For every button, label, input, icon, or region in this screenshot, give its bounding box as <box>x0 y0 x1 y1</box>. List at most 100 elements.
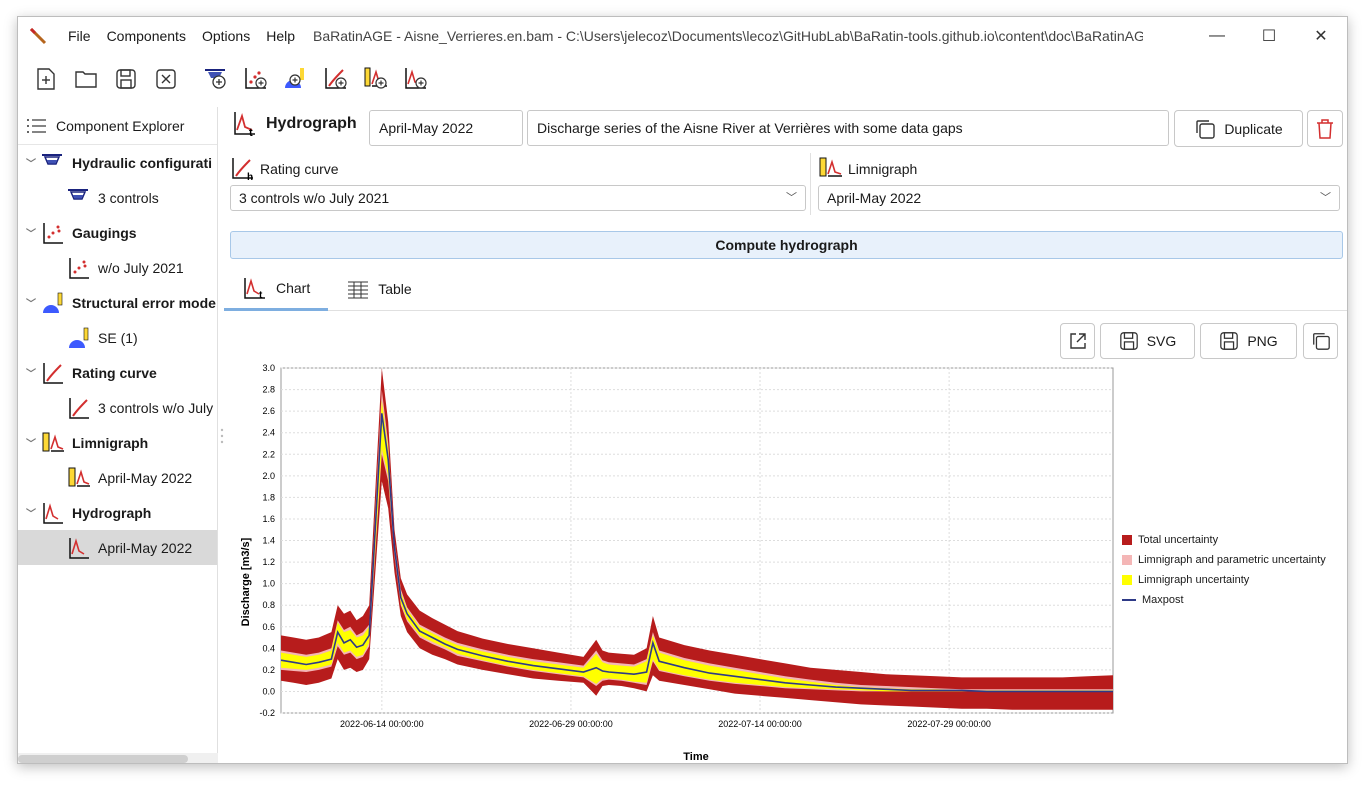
save-icon <box>1220 332 1239 350</box>
save-svg-button[interactable]: SVG <box>1100 323 1195 359</box>
menu-help[interactable]: Help <box>266 28 295 44</box>
tree-item[interactable]: ﹀ Structural error mode <box>18 285 217 320</box>
y-tick-label: 0.6 <box>262 622 275 632</box>
close-icon[interactable]: ✕ <box>1314 28 1328 45</box>
minimize-icon[interactable]: — <box>1209 27 1225 44</box>
tree-item[interactable]: April-May 2022 <box>18 530 217 565</box>
legend-swatch <box>1122 535 1132 545</box>
y-tick-label: 2.6 <box>262 406 275 416</box>
legend-item: Limnigraph uncertainty <box>1122 570 1326 590</box>
hydrograph-description-input[interactable]: Discharge series of the Aisne River at V… <box>527 110 1169 146</box>
chevron-down-icon[interactable]: ﹀ <box>26 509 36 520</box>
y-tick-label: 0.4 <box>262 643 275 653</box>
legend-swatch <box>1122 555 1132 565</box>
limnigraph-select[interactable]: April-May 2022 ﹀ <box>818 185 1340 211</box>
tree-item[interactable]: April-May 2022 <box>18 460 217 495</box>
y-tick-label: 0.8 <box>262 600 275 610</box>
save-svg-label: SVG <box>1146 333 1177 349</box>
table-icon <box>348 281 369 299</box>
tree-item[interactable]: 3 controls <box>18 180 217 215</box>
chevron-down-icon[interactable]: ﹀ <box>26 229 36 240</box>
tree-item-label: April-May 2022 <box>98 469 193 486</box>
close-file-icon[interactable] <box>148 61 184 97</box>
copy-icon <box>1312 333 1330 350</box>
open-folder-icon[interactable] <box>68 61 104 97</box>
delete-button[interactable] <box>1307 110 1343 147</box>
svg-text:t: t <box>259 290 263 300</box>
tab-chart[interactable]: t Chart <box>224 267 329 311</box>
chevron-down-icon: ﹀ <box>1320 192 1331 204</box>
chevron-down-icon[interactable]: ﹀ <box>26 299 36 310</box>
rating-curve-select[interactable]: 3 controls w/o July 2021 ﹀ <box>230 185 806 211</box>
hydraulic-config-icon <box>40 151 66 175</box>
copy-chart-button[interactable] <box>1303 323 1338 359</box>
y-tick-label: 1.8 <box>262 492 275 502</box>
hydraulic-config-icon <box>66 186 92 210</box>
hydrograph-icon: t <box>234 112 255 138</box>
toolbar <box>18 57 1347 101</box>
rating-curve-icon: h <box>232 158 253 182</box>
new-file-icon[interactable] <box>28 61 64 97</box>
duplicate-button[interactable]: Duplicate <box>1174 110 1303 147</box>
open-external-button[interactable] <box>1060 323 1095 359</box>
svg-text:h: h <box>247 172 253 182</box>
maximize-icon[interactable]: ☐ <box>1261 28 1277 45</box>
app-logo-icon <box>24 17 52 55</box>
hydrograph-icon: t <box>244 277 265 300</box>
tree-item-label: Structural error mode <box>72 294 216 311</box>
svg-text:t: t <box>249 127 253 138</box>
compute-hydrograph-button[interactable]: Compute hydrograph <box>230 231 1343 259</box>
legend-item: Limnigraph and parametric uncertainty <box>1122 550 1326 570</box>
add-hydraulic-config-icon[interactable] <box>198 61 234 97</box>
add-structural-error-icon[interactable] <box>278 61 314 97</box>
menu-components[interactable]: Components <box>106 28 186 44</box>
tree-item-label: 3 controls <box>98 189 159 206</box>
save-png-label: PNG <box>1247 333 1278 349</box>
tab-table-label: Table <box>378 281 412 297</box>
tree-item-label: Hydrograph <box>72 504 152 521</box>
menu-options[interactable]: Options <box>201 28 251 44</box>
add-limnigraph-icon[interactable] <box>358 61 394 97</box>
tree-item[interactable]: w/o July 2021 <box>18 250 217 285</box>
menu-file[interactable]: File <box>68 28 91 44</box>
tree-item[interactable]: ﹀ Limnigraph <box>18 425 217 460</box>
window-title: BaRatinAGE - Aisne_Verrieres.en.bam - C:… <box>313 28 1143 44</box>
trash-icon <box>1317 118 1333 139</box>
hydrograph-panel: t Hydrograph April-May 2022 Discharge se… <box>224 107 1347 763</box>
hydrograph-icon <box>40 501 66 525</box>
legend-label: Limnigraph and parametric uncertainty <box>1138 554 1326 566</box>
component-explorer: Component Explorer ﹀ Hydraulic configurat… <box>18 107 218 763</box>
add-hydrograph-icon[interactable] <box>398 61 434 97</box>
chevron-down-icon[interactable]: ﹀ <box>26 439 36 450</box>
x-axis-label: Time <box>683 751 708 763</box>
tree-item[interactable]: ﹀ Hydraulic configurati <box>18 145 217 180</box>
structural-error-icon <box>66 326 92 350</box>
explorer-scrollbar[interactable] <box>18 753 218 763</box>
add-gaugings-icon[interactable] <box>238 61 274 97</box>
tree-item-label: Rating curve <box>72 364 157 381</box>
limnigraph-icon <box>40 431 66 455</box>
hydrograph-header: t Hydrograph <box>232 110 357 138</box>
hydrograph-title: Hydrograph <box>266 115 357 132</box>
add-rating-curve-icon[interactable] <box>318 61 354 97</box>
splitter-handle[interactable] <box>220 427 224 447</box>
tree-item[interactable]: ﹀ Rating curve <box>18 355 217 390</box>
save-png-button[interactable]: PNG <box>1200 323 1297 359</box>
tab-chart-label: Chart <box>276 279 311 296</box>
x-tick-label: 2022-06-14 00:00:00 <box>340 719 424 729</box>
component-explorer-header: Component Explorer <box>18 107 217 145</box>
maxpost-line <box>280 413 1113 693</box>
chevron-down-icon[interactable]: ﹀ <box>26 369 36 380</box>
chevron-down-icon[interactable]: ﹀ <box>26 159 36 170</box>
tree-item[interactable]: 3 controls w/o July <box>18 390 217 425</box>
tree-item[interactable]: ﹀ Gaugings <box>18 215 217 250</box>
y-tick-label: 2.0 <box>262 471 275 481</box>
save-icon[interactable] <box>108 61 144 97</box>
tree-item-label: Gaugings <box>72 224 137 241</box>
tab-table[interactable]: Table <box>328 267 429 311</box>
tree-item-label: Limnigraph <box>72 434 149 451</box>
legend-label: Limnigraph uncertainty <box>1138 574 1250 586</box>
hydrograph-name-input[interactable]: April-May 2022 <box>369 110 523 146</box>
tree-item[interactable]: ﹀ Hydrograph <box>18 495 217 530</box>
tree-item[interactable]: SE (1) <box>18 320 217 355</box>
